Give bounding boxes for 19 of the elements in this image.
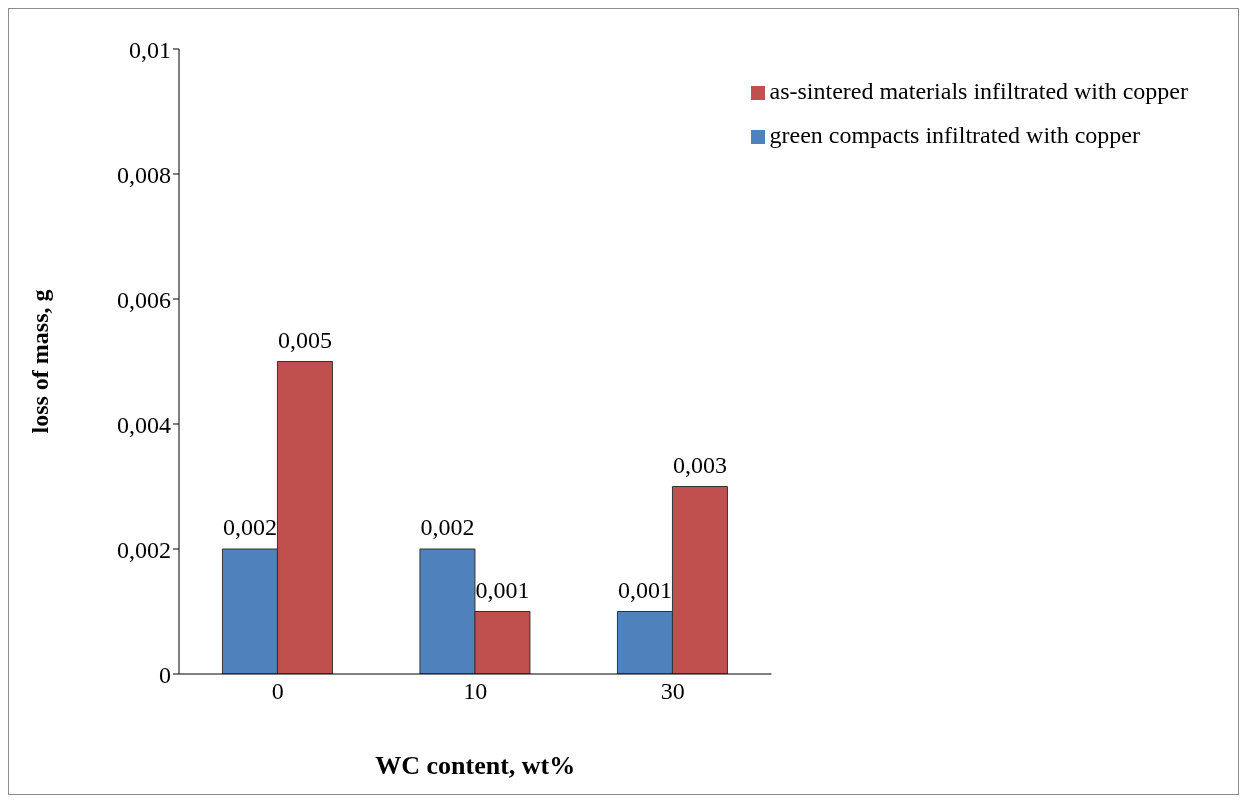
x-tick-label: 0	[271, 678, 284, 705]
y-tick-label: 0,01	[129, 36, 171, 63]
x-tick-label: 30	[660, 678, 685, 705]
legend-label: green compacts infiltrated with copper	[769, 122, 1141, 148]
y-tick-label: 0,008	[117, 161, 171, 188]
y-tick-label: 0,004	[117, 411, 171, 438]
data-label: 0,001	[475, 576, 530, 603]
y-tick-label: 0,006	[117, 286, 171, 313]
data-label: 0,001	[617, 576, 672, 603]
y-tick-label: 0	[159, 661, 171, 688]
x-axis-title: WC content, wt%	[375, 751, 576, 780]
x-tick-label: 10	[463, 678, 488, 705]
y-tick-label: 0,002	[117, 536, 171, 563]
data-label: 0,002	[420, 514, 475, 540]
y-axis-title: loss of mass, g	[26, 289, 53, 434]
data-label: 0,005	[277, 326, 332, 353]
data-label: 0,002	[222, 514, 277, 540]
data-label: 0,003	[672, 451, 727, 478]
legend-label: as-sintered materials infiltrated with copper	[769, 78, 1188, 104]
